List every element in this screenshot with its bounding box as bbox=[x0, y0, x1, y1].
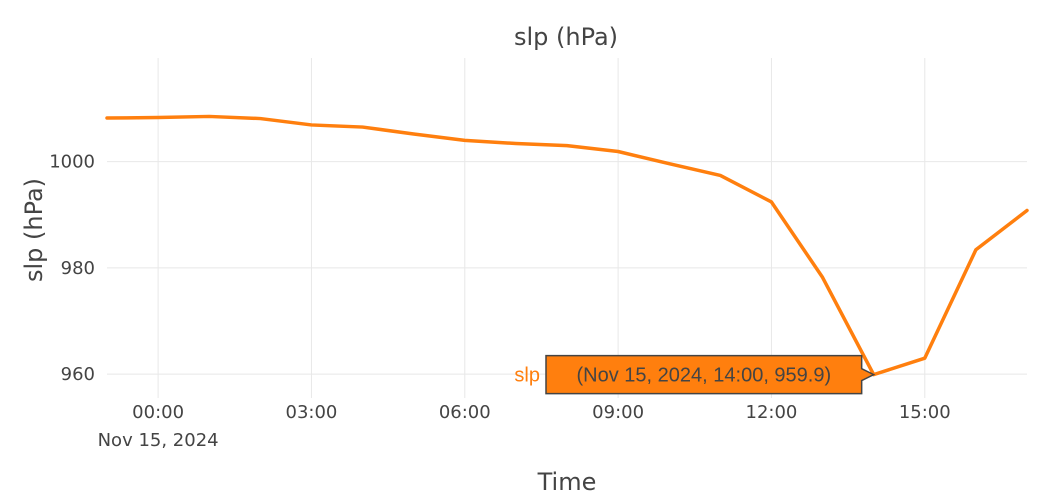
hover-value-text: (Nov 15, 2024, 14:00, 959.9) bbox=[577, 365, 832, 387]
x-axis-ticks: 00:00 Nov 15, 2024 03:00 06:00 09:00 12:00 15:… bbox=[98, 402, 951, 451]
hover-box bbox=[545, 354, 876, 395]
x-tick-label: 09:00 bbox=[592, 402, 644, 423]
hover-tooltip: (Nov 15, 2024, 14:00, 959.9) slp bbox=[514, 354, 876, 395]
y-tick-label: 960 bbox=[61, 364, 95, 385]
x-tick-label: 12:00 bbox=[746, 402, 798, 423]
x-tick-label: 03:00 bbox=[286, 402, 338, 423]
y-gridlines bbox=[107, 161, 1027, 375]
series-line-slp[interactable] bbox=[105, 114, 1029, 377]
x-axis-title: Time bbox=[537, 468, 597, 494]
hover-series-name: slp bbox=[514, 365, 540, 387]
y-axis-ticks: 960 980 1000 bbox=[49, 152, 95, 386]
x-tick-label: 15:00 bbox=[899, 402, 951, 423]
series-layer bbox=[105, 114, 1029, 377]
y-axis-title: slp (hPa) bbox=[20, 178, 48, 282]
x-tick-label: 06:00 bbox=[439, 402, 491, 423]
y-tick-label: 1000 bbox=[49, 152, 95, 173]
chart-title: slp (hPa) bbox=[514, 23, 618, 51]
x-tick-label: 00:00 bbox=[132, 402, 184, 423]
x-gridlines bbox=[157, 58, 926, 398]
y-tick-label: 980 bbox=[61, 258, 95, 279]
x-tick-date-label: Nov 15, 2024 bbox=[98, 430, 219, 451]
